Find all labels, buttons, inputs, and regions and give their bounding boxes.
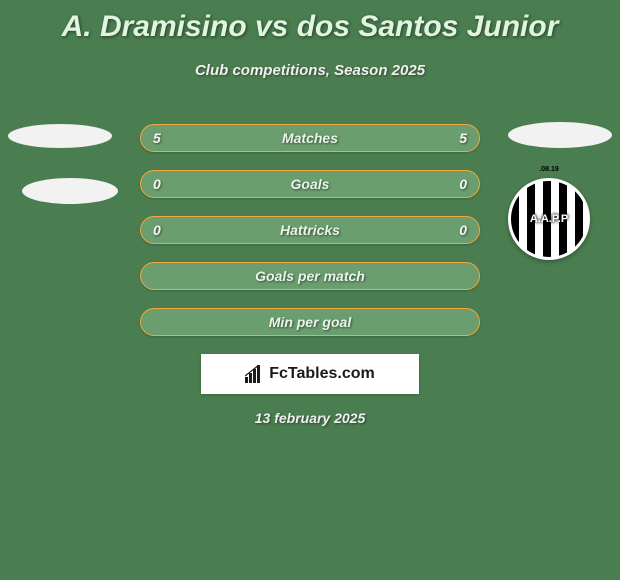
right-team-badge-1 [508, 122, 612, 148]
bars-icon [245, 365, 265, 383]
stat-label: Goals per match [255, 268, 365, 284]
stat-row-goals-per-match: Goals per match [140, 262, 480, 290]
branding-link[interactable]: FcTables.com [201, 354, 419, 394]
stat-label: Hattricks [280, 222, 340, 238]
stat-left-value: 0 [153, 176, 161, 192]
stat-row-goals: 0 Goals 0 [140, 170, 480, 198]
stat-label: Min per goal [269, 314, 351, 330]
stat-left-value: 5 [153, 130, 161, 146]
branding-text: FcTables.com [269, 365, 375, 383]
stat-row-min-per-goal: Min per goal [140, 308, 480, 336]
stat-row-matches: 5 Matches 5 [140, 124, 480, 152]
stat-label: Matches [282, 130, 338, 146]
stat-row-hattricks: 0 Hattricks 0 [140, 216, 480, 244]
stat-right-value: 0 [459, 222, 467, 238]
club-badge-arc-text: .08.19 [511, 166, 587, 173]
stats-rows: 5 Matches 5 0 Goals 0 0 Hattricks 0 Goal… [140, 124, 480, 354]
stat-label: Goals [291, 176, 330, 192]
left-team-badge-1 [8, 124, 112, 148]
right-club-badge: A.A.P.P .08.19 [508, 178, 590, 260]
stat-left-value: 0 [153, 222, 161, 238]
stat-right-value: 5 [459, 130, 467, 146]
page-title: A. Dramisino vs dos Santos Junior [0, 0, 620, 44]
club-badge-stripes: A.A.P.P [511, 181, 587, 257]
subtitle: Club competitions, Season 2025 [0, 62, 620, 79]
club-badge-text: A.A.P.P [530, 213, 568, 225]
left-team-badge-2 [22, 178, 118, 204]
date-text: 13 february 2025 [0, 410, 620, 426]
stat-right-value: 0 [459, 176, 467, 192]
